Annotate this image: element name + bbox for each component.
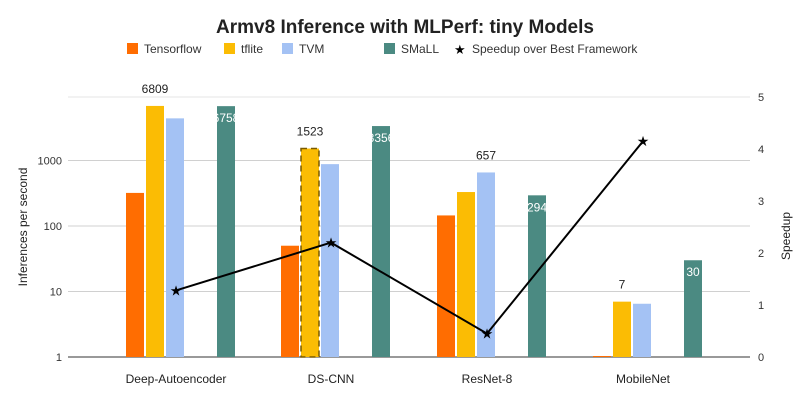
- bar-ds-cnn-tvm: [321, 164, 339, 357]
- legend-star-icon: ★: [454, 42, 466, 57]
- y2-tick-1: 1: [758, 300, 764, 312]
- y-axis-ticks: 1 10 100 1000: [38, 156, 62, 365]
- legend: Tensorflow tflite TVM SMaLL ★ Speedup ov…: [127, 42, 638, 57]
- bar-resnet-8-tflite: [457, 192, 475, 357]
- legend-swatch-tvm: [282, 43, 293, 54]
- x-tick-ds-cnn: DS-CNN: [308, 372, 355, 386]
- y-tick-1: 1: [56, 352, 62, 364]
- speedup-point-resnet-8: ★: [481, 326, 494, 342]
- category-labels: Deep-Autoencoder DS-CNN ResNet-8 MobileNet: [126, 372, 671, 386]
- speedup-polyline: [175, 140, 644, 335]
- bar-mobilenet-tvm: [633, 303, 651, 357]
- speedup-point-ds-cnn: ★: [325, 235, 338, 251]
- bar-resnet-8-tensorflow: [437, 215, 455, 357]
- bars: [126, 105, 702, 358]
- legend-label-tensorflow: Tensorflow: [144, 42, 202, 56]
- bar-resnet-8-tvm: [477, 172, 495, 357]
- speedup-point-mobilenet: ★: [637, 133, 650, 149]
- data-label-ds-cnn-small: 3356: [368, 131, 395, 145]
- y2-axis-title: Speedup: [779, 212, 793, 260]
- data-label-mobilenet-small: 30: [686, 265, 700, 279]
- x-tick-deep-autoencoder: Deep-Autoencoder: [126, 372, 227, 386]
- legend-label-tflite: tflite: [241, 42, 263, 56]
- bar-mobilenet-tflite: [613, 301, 631, 357]
- bar-resnet-8-small: [528, 195, 546, 357]
- data-label-ds-cnn-tflite: 1523: [297, 125, 324, 139]
- legend-swatch-tflite: [224, 43, 235, 54]
- y2-tick-5: 5: [758, 92, 764, 104]
- legend-label-small: SMaLL: [401, 42, 439, 56]
- chart-title: Armv8 Inference with MLPerf: tiny Models: [216, 17, 594, 38]
- y-tick-100: 100: [44, 221, 62, 233]
- x-tick-resnet-8: ResNet-8: [462, 372, 513, 386]
- y2-tick-3: 3: [758, 196, 764, 208]
- bar-ds-cnn-tflite: [300, 147, 320, 358]
- bar-ds-cnn-tensorflow: [281, 245, 299, 357]
- legend-swatch-small: [384, 43, 395, 54]
- bar-ds-cnn-small: [372, 126, 390, 358]
- data-label-resnet-8-small: 294: [527, 200, 547, 214]
- data-label-deep-autoencoder-small: 6758: [213, 111, 240, 125]
- y2-tick-4: 4: [758, 144, 764, 156]
- y2-axis-ticks: 0 1 2 3 4 5: [758, 92, 764, 364]
- y-axis-title: Inferences per second: [16, 168, 30, 287]
- data-label-mobilenet-tflite: 7: [619, 278, 626, 292]
- speedup-point-deep-autoencoder: ★: [170, 282, 183, 298]
- legend-label-tvm: TVM: [299, 42, 324, 56]
- legend-label-speedup: Speedup over Best Framework: [472, 42, 638, 56]
- y2-tick-2: 2: [758, 248, 764, 260]
- bar-deep-autoencoder-tvm: [166, 118, 184, 357]
- data-labels: 6809 6758 1523 3356 657 294 7 30: [142, 82, 700, 292]
- data-label-resnet-8-tvm: 657: [476, 148, 496, 162]
- legend-swatch-tensorflow: [127, 43, 138, 54]
- bar-mobilenet-tensorflow: [593, 356, 611, 357]
- bar-deep-autoencoder-small: [217, 106, 235, 357]
- y-tick-1000: 1000: [38, 156, 62, 168]
- bar-deep-autoencoder-tflite: [146, 105, 164, 357]
- bar-mobilenet-small: [684, 260, 702, 357]
- x-tick-mobilenet: MobileNet: [616, 372, 671, 386]
- y2-tick-0: 0: [758, 352, 764, 364]
- bar-deep-autoencoder-tensorflow: [126, 192, 144, 357]
- y-tick-10: 10: [50, 287, 62, 299]
- data-label-deep-autoencoder-tflite: 6809: [142, 82, 169, 96]
- speedup-line: ★ ★ ★ ★: [170, 133, 650, 341]
